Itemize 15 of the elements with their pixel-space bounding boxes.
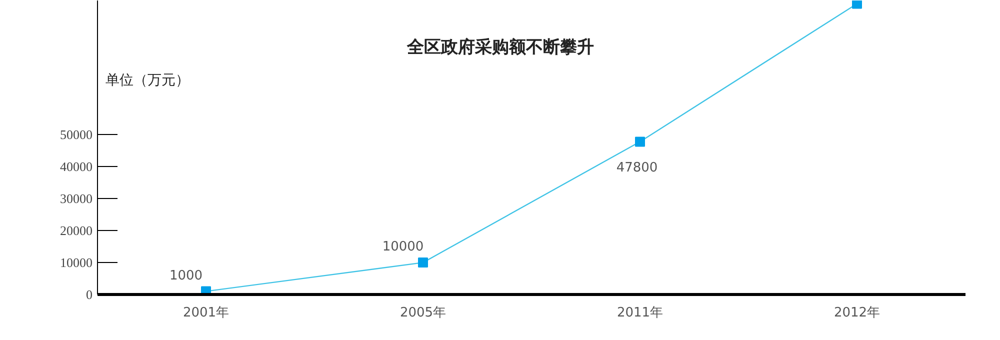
y-tick-label: 20000 (60, 223, 92, 238)
y-tick-label: 40000 (60, 159, 92, 174)
y-tick-label: 0 (86, 287, 92, 302)
x-tick-label: 2001年 (182, 306, 230, 320)
y-tick-label: 30000 (60, 191, 92, 206)
data-label: 10000 (382, 240, 424, 255)
text: 全区政府采购额不断攀升 (406, 38, 594, 58)
y-axis-title: 单位（万元） (106, 72, 190, 88)
data-label: 1000 (169, 268, 203, 284)
y-tick-label: 50000 (60, 127, 92, 142)
x-tick-label: 2005年 (400, 306, 446, 320)
data-label: 47800 (616, 160, 658, 176)
y-tick-label: 10000 (60, 255, 92, 270)
x-tick-label: 2012年 (834, 306, 880, 320)
x-tick-label: 2011年 (616, 306, 664, 320)
